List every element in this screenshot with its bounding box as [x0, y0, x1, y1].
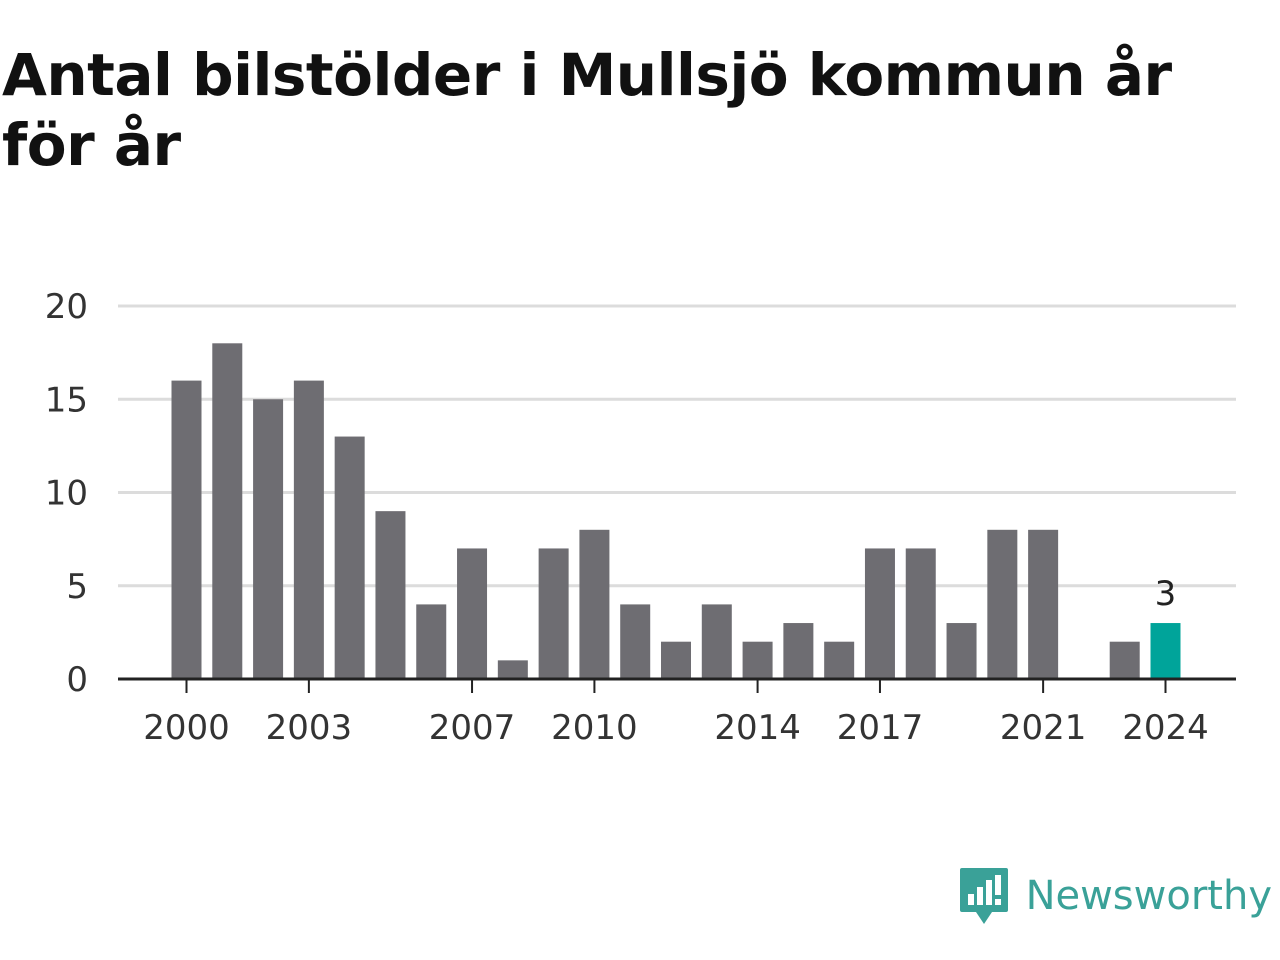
bar: [946, 623, 977, 679]
grid-lines: [118, 304, 1236, 588]
bar: [783, 623, 814, 679]
bar: [212, 343, 243, 679]
bar: [701, 604, 732, 679]
bar: [1150, 623, 1181, 679]
x-tick-label: 2007: [429, 708, 516, 748]
bar: [742, 641, 773, 679]
bar: [171, 380, 202, 679]
y-tick-label: 15: [45, 380, 88, 420]
bar: [416, 604, 447, 679]
bar: [334, 436, 365, 679]
y-tick-label: 0: [66, 660, 88, 700]
bar: [293, 380, 324, 679]
bar: [661, 641, 691, 679]
bar: [864, 548, 895, 679]
bar: [905, 548, 936, 679]
bar: [253, 399, 284, 679]
brand-name: Newsworthy: [1025, 873, 1272, 919]
y-tick-label: 10: [45, 474, 88, 514]
data-labels: 3: [1155, 574, 1177, 614]
bar: [497, 660, 528, 679]
chart-title: Antal bilstölder i Mullsjö kommun år för…: [2, 41, 1172, 179]
bar: [457, 548, 488, 679]
bar: [824, 641, 855, 679]
x-tick-label: 2000: [143, 708, 230, 748]
x-tick-label: 2024: [1122, 708, 1209, 748]
x-axis: 2000 2003 2007 2010 2014 2017 2021 2024: [118, 677, 1236, 748]
bar: [1028, 529, 1059, 679]
newsworthy-logo-icon: [959, 868, 1008, 924]
bar: [620, 604, 651, 679]
x-tick-label: 2003: [266, 708, 353, 748]
bar: [538, 548, 569, 679]
bar: [579, 529, 610, 679]
y-tick-label: 20: [45, 287, 88, 327]
bar: [375, 511, 406, 679]
y-tick-label: 5: [66, 567, 88, 607]
bar: [1109, 641, 1140, 679]
x-tick-label: 2010: [551, 708, 638, 748]
x-tick-label: 2017: [837, 708, 924, 748]
bar: [987, 529, 1018, 679]
x-tick-label: 2014: [714, 708, 801, 748]
brand[interactable]: Newsworthy: [958, 866, 1272, 926]
data-label: 3: [1155, 574, 1177, 614]
x-tick-label: 2021: [1000, 708, 1087, 748]
y-axis-tick-labels: 0 5 10 15 20: [45, 287, 88, 700]
bars: [171, 343, 1181, 679]
